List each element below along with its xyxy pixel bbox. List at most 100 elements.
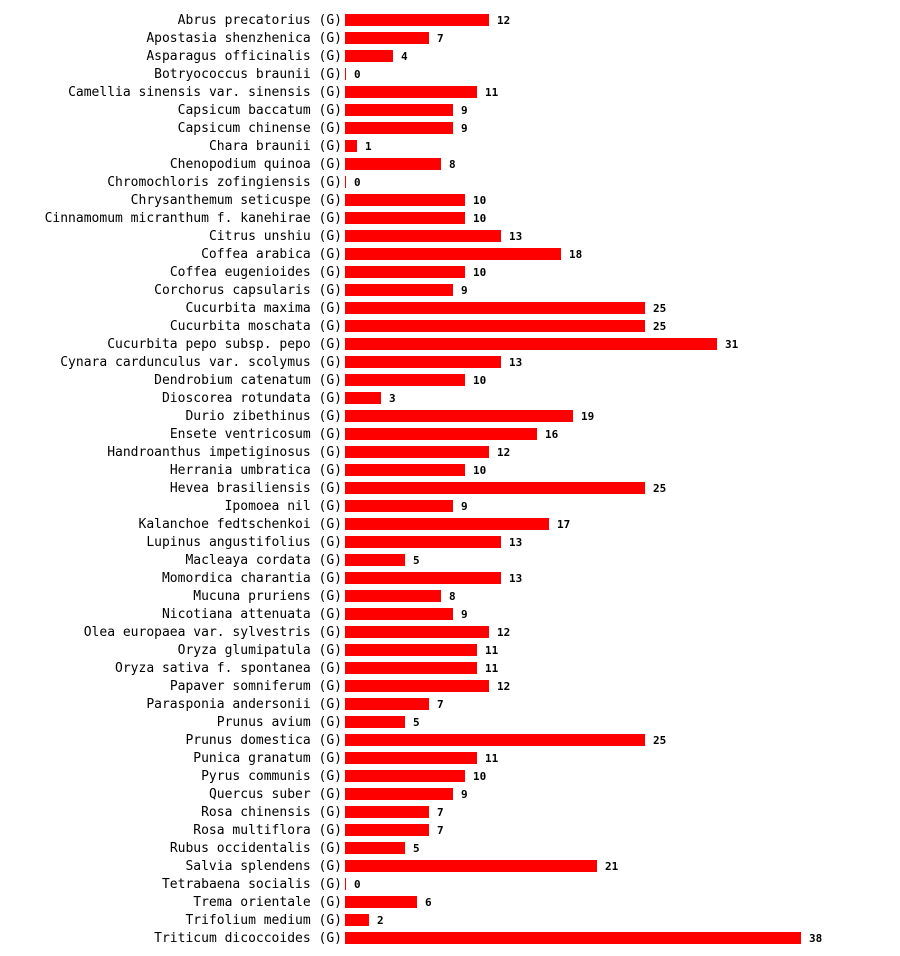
category-label: Lupinus angustifolius (G)	[146, 535, 342, 550]
category-label: Mucuna pruriens (G)	[193, 589, 342, 604]
value-label: 12	[497, 626, 510, 639]
category-label: Chromochloris zofingiensis (G)	[107, 175, 342, 190]
value-label: 18	[569, 248, 582, 261]
category-label: Apostasia shenzhenica (G)	[146, 31, 342, 46]
value-label: 11	[485, 644, 499, 657]
category-label: Coffea eugenioides (G)	[170, 265, 342, 280]
category-label: Olea europaea var. sylvestris (G)	[84, 625, 342, 640]
value-label: 3	[389, 392, 396, 405]
category-label: Handroanthus impetiginosus (G)	[107, 445, 342, 460]
category-label: Botryococcus braunii (G)	[154, 67, 342, 82]
bar	[345, 104, 453, 116]
bar	[345, 770, 465, 782]
category-label: Abrus precatorius (G)	[178, 13, 342, 28]
bar	[345, 860, 597, 872]
bar	[345, 680, 489, 692]
category-label: Camellia sinensis var. sinensis (G)	[68, 85, 342, 100]
category-label: Cynara cardunculus var. scolymus (G)	[60, 355, 342, 370]
category-label: Coffea arabica (G)	[201, 247, 342, 262]
category-label: Capsicum chinense (G)	[178, 121, 342, 136]
category-label: Capsicum baccatum (G)	[178, 103, 342, 118]
category-label: Rubus occidentalis (G)	[170, 841, 342, 856]
value-label: 13	[509, 356, 522, 369]
category-label: Hevea brasiliensis (G)	[170, 481, 342, 496]
category-label: Punica granatum (G)	[193, 751, 342, 766]
category-label: Asparagus officinalis (G)	[146, 49, 342, 64]
category-label: Oryza glumipatula (G)	[178, 643, 342, 658]
bar	[345, 536, 501, 548]
value-label: 10	[473, 266, 486, 279]
value-label: 11	[485, 662, 499, 675]
category-label: Cucurbita moschata (G)	[170, 319, 342, 334]
bar	[345, 608, 453, 620]
value-label: 13	[509, 572, 522, 585]
value-label: 8	[449, 590, 456, 603]
bar	[345, 86, 477, 98]
value-label: 10	[473, 464, 486, 477]
category-label: Quercus suber (G)	[209, 787, 342, 802]
value-label: 10	[473, 374, 486, 387]
value-label: 25	[653, 320, 666, 333]
category-label: Trifolium medium (G)	[185, 913, 342, 928]
bar	[345, 194, 465, 206]
value-label: 10	[473, 212, 486, 225]
value-label: 25	[653, 482, 666, 495]
value-label: 7	[437, 32, 444, 45]
bar	[345, 338, 717, 350]
bar	[345, 518, 549, 530]
category-label: Rosa multiflora (G)	[193, 823, 342, 838]
bar	[345, 878, 346, 890]
bar	[345, 662, 477, 674]
value-label: 10	[473, 770, 486, 783]
value-label: 12	[497, 446, 510, 459]
bar	[345, 50, 393, 62]
bar	[345, 824, 429, 836]
bar	[345, 122, 453, 134]
value-label: 21	[605, 860, 619, 873]
bar	[345, 572, 501, 584]
category-label: Durio zibethinus (G)	[185, 409, 342, 424]
bar	[345, 356, 501, 368]
value-label: 11	[485, 86, 499, 99]
value-label: 0	[354, 68, 361, 81]
value-label: 2	[377, 914, 384, 927]
value-label: 8	[449, 158, 456, 171]
category-label: Rosa chinensis (G)	[201, 805, 342, 820]
value-label: 0	[354, 176, 361, 189]
value-label: 9	[461, 284, 468, 297]
bar	[345, 68, 346, 80]
bar	[345, 896, 417, 908]
category-label: Herrania umbratica (G)	[170, 463, 342, 478]
bar	[345, 158, 441, 170]
bar	[345, 392, 381, 404]
category-label: Papaver somniferum (G)	[170, 679, 342, 694]
value-label: 13	[509, 230, 522, 243]
value-label: 10	[473, 194, 486, 207]
category-label: Triticum dicoccoides (G)	[154, 931, 342, 946]
bar	[345, 698, 429, 710]
bar	[345, 590, 441, 602]
bar	[345, 230, 501, 242]
value-label: 38	[809, 932, 822, 945]
bar	[345, 176, 346, 188]
value-label: 11	[485, 752, 499, 765]
category-label: Pyrus communis (G)	[201, 769, 342, 784]
category-label: Chara braunii (G)	[209, 139, 342, 154]
category-label: Cinnamomum micranthum f. kanehirae (G)	[45, 211, 342, 226]
bar	[345, 932, 801, 944]
bar	[345, 446, 489, 458]
value-label: 9	[461, 104, 468, 117]
bar	[345, 554, 405, 566]
value-label: 17	[557, 518, 570, 531]
category-label: Trema orientale (G)	[193, 895, 342, 910]
value-label: 5	[413, 842, 420, 855]
value-label: 9	[461, 608, 468, 621]
value-label: 16	[545, 428, 559, 441]
value-label: 1	[365, 140, 372, 153]
bar	[345, 374, 465, 386]
category-label: Parasponia andersonii (G)	[146, 697, 342, 712]
bar	[345, 914, 369, 926]
value-label: 4	[401, 50, 408, 63]
category-label: Prunus domestica (G)	[185, 733, 342, 748]
